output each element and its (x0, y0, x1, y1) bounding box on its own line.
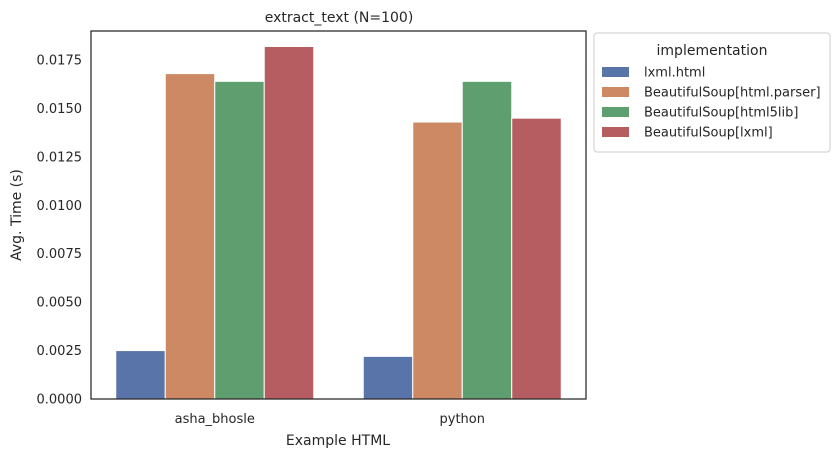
bar-lxml-html-python (362, 355, 414, 400)
bar-lxml-html-asha-bhosle (115, 350, 166, 400)
bar-beautifulsoup-html5lib--asha-bhosle (214, 80, 265, 400)
legend-swatch (602, 107, 629, 117)
y-tick-label: 0.0000 (37, 393, 83, 408)
y-axis-label: Avg. Time (s) (9, 169, 25, 261)
legend-entry-label: BeautifulSoup[lxml] (644, 126, 773, 141)
bar-beautifulsoup-html-parser--python (412, 121, 463, 400)
legend-frame (593, 32, 831, 153)
x-tick-label: asha_bhosle (175, 412, 255, 427)
legend-entry-label: lxml.html (644, 66, 705, 81)
bar-beautifulsoup-html-parser--asha-bhosle (164, 73, 216, 400)
bar-beautifulsoup-lxml--asha-bhosle (263, 45, 315, 400)
y-tick-label: 0.0125 (37, 150, 83, 165)
bar-beautifulsoup-html5lib--python (461, 80, 513, 400)
legend-entry-label: BeautifulSoup[html.parser] (644, 86, 821, 101)
x-axis: asha_bhosle python (175, 412, 485, 427)
legend: implementation lxml.html BeautifulSoup[ht… (593, 32, 831, 153)
legend-entry-label: BeautifulSoup[html5lib] (644, 106, 798, 121)
legend-swatch (602, 87, 629, 97)
plot-frame (90, 30, 587, 400)
y-tick-label: 0.0050 (37, 296, 83, 311)
x-axis-label: Example HTML (286, 433, 390, 449)
chart-title: extract_text (N=100) (265, 10, 414, 26)
y-tick-label: 0.0150 (37, 102, 83, 117)
legend-swatch (602, 127, 629, 137)
bars-group (115, 45, 562, 400)
y-axis: 0.0000 0.0025 0.0050 0.0075 0.0100 0.0125 0.01… (37, 54, 83, 408)
bar-beautifulsoup-lxml--python (511, 117, 562, 400)
legend-swatch (602, 67, 629, 77)
y-tick-label: 0.0075 (37, 247, 83, 262)
y-tick-label: 0.0100 (37, 199, 83, 214)
x-tick-label: python (440, 412, 485, 427)
legend-title: implementation (657, 43, 768, 59)
y-tick-label: 0.0175 (37, 54, 83, 69)
y-tick-label: 0.0025 (37, 344, 83, 359)
